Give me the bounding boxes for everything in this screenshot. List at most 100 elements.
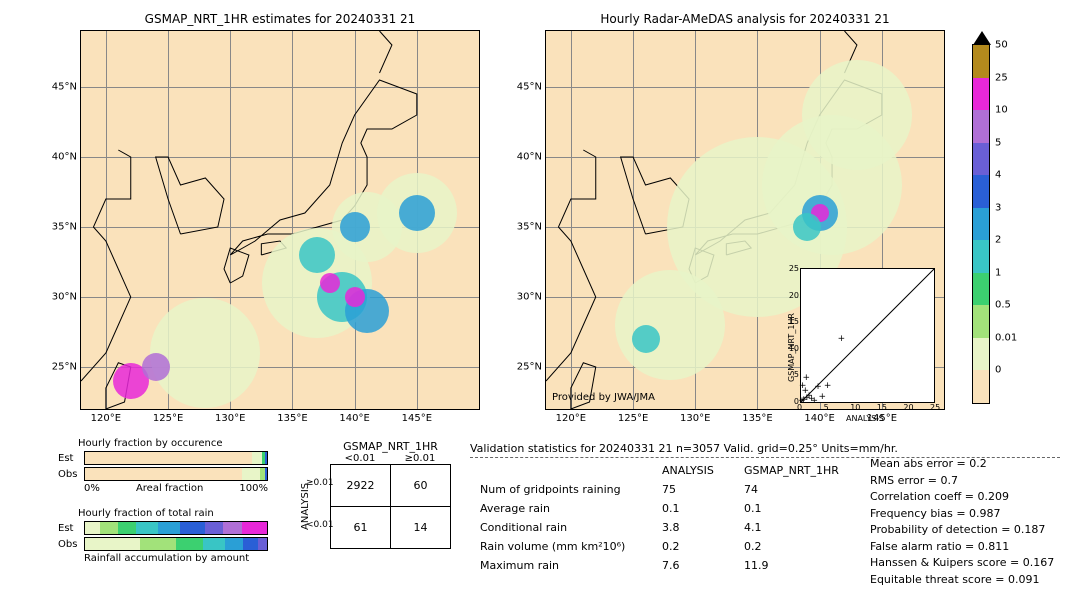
validation-table: ANALYSIS GSMAP_NRT_1HR Num of gridpoints… [470,460,858,576]
row-label: Obs [58,539,80,550]
xtick: 135°E [742,409,772,424]
vt-val: 74 [736,481,856,498]
bar-segment [242,522,267,534]
bar-segment [223,522,241,534]
precip-blob [320,273,340,293]
metric-label: Probability of detection = [870,523,1010,536]
ct-row-label: <0.01 [306,520,334,530]
xtick: 130°E [215,409,245,424]
vt-val: 3.8 [654,519,734,536]
bar-row [84,467,268,481]
bar-segment [243,538,258,550]
bar-segment [176,538,203,550]
precip-blob [793,213,821,241]
bar-row [84,537,268,551]
scatter-point: + [838,334,846,344]
fraction-occurrence: Hourly fraction by occurence Est Obs 0% … [58,438,268,494]
ct-col-label: <0.01 [330,453,390,464]
axis-label: Areal fraction [136,483,203,494]
bar-row [84,521,268,535]
vt-label: Average rain [472,500,652,517]
precip-blob [802,60,912,170]
metric-label: Hanssen & Kuipers score = [870,556,1019,569]
axis-min: 0% [84,483,100,494]
xtick: 125°E [153,409,183,424]
xtick: 140°E [804,409,834,424]
cb-tick: 0.5 [989,300,1011,311]
scatter-point: + [811,396,819,406]
scatter-point: + [799,381,807,391]
bar-segment [85,522,100,534]
inset-ylabel: GSMAP_NRT_1HR [787,313,796,382]
bar-segment [100,522,118,534]
xtick: 145°E [402,409,432,424]
ct-col-header: GSMAP_NRT_1HR [330,440,451,453]
xtick: 135°E [277,409,307,424]
metric-label: False alarm ratio = [870,540,974,553]
ytick: 45°N [517,82,546,93]
precip-blob [142,353,170,381]
metric-label: Frequency bias = [870,507,966,520]
ct-cell: 60 [391,465,451,507]
fraction-total-title: Hourly fraction of total rain [78,508,268,519]
bar-segment [85,452,252,464]
xtick: 125°E [618,409,648,424]
ytick: 25°N [52,362,81,373]
row-label: Obs [58,469,80,480]
row-label: Est [58,523,80,534]
contingency-table: 2922 60 61 14 [330,464,451,549]
ct-row-label: ≥0.01 [306,478,334,488]
cb-tick: 1 [989,267,1001,278]
cb-tick: 10 [989,105,1008,116]
metric-value: 0.987 [969,507,1001,520]
bar-segment [85,538,140,550]
left-map-title: GSMAP_NRT_1HR estimates for 20240331 21 [80,12,480,26]
metric-value: 0.209 [978,490,1010,503]
metric-value: 0.091 [1008,573,1040,586]
bar-segment [265,468,267,480]
ytick: 35°N [517,222,546,233]
ytick: 30°N [517,292,546,303]
precip-colorbar: 502510543210.50.010 [972,44,990,404]
ytick: 35°N [52,222,81,233]
vt-val: 7.6 [654,557,734,574]
cb-tick: 5 [989,137,1001,148]
scatter-point: + [814,382,822,392]
ct-cell: 2922 [331,465,391,507]
metrics-list: Mean abs error = 0.2RMS error = 0.7Corre… [870,456,1054,588]
axis-max: 100% [239,483,268,494]
xtick: 120°E [91,409,121,424]
cb-tick: 0.01 [989,332,1017,343]
metric-label: Correlation coeff = [870,490,974,503]
ct-cell: 14 [391,507,451,549]
ytick: 40°N [52,152,81,163]
bar-segment [158,522,180,534]
cb-tick: 2 [989,235,1001,246]
xtick: 140°E [339,409,369,424]
scatter-inset: +++++++++++++00551010151520202525ANALYSI… [800,268,935,403]
bar-segment [85,468,242,480]
bar-segment [252,452,261,464]
vt-col: GSMAP_NRT_1HR [736,462,856,479]
precip-blob [399,195,435,231]
bar-segment [180,522,205,534]
bar-segment [225,538,243,550]
bar-row [84,451,268,465]
fraction-occ-title: Hourly fraction by occurence [78,438,268,449]
vt-val: 4.1 [736,519,856,536]
xtick: 130°E [680,409,710,424]
metric-value: 0.187 [1014,523,1046,536]
metric-label: Equitable threat score = [870,573,1004,586]
scatter-point: + [818,392,826,402]
xtick: 120°E [556,409,586,424]
precip-blob [340,212,370,242]
precip-blob [632,325,660,353]
contingency-block: GSMAP_NRT_1HR ANALYSIS <0.01 ≥0.01 2922 … [300,440,451,549]
ytick: 40°N [517,152,546,163]
ct-col-label: ≥0.01 [390,453,450,464]
precip-blob [615,270,725,380]
bar-segment [242,468,260,480]
validation-title: Validation statistics for 20240331 21 n=… [470,442,1060,455]
metric-value: 0.811 [978,540,1010,553]
bar-segment [203,538,225,550]
